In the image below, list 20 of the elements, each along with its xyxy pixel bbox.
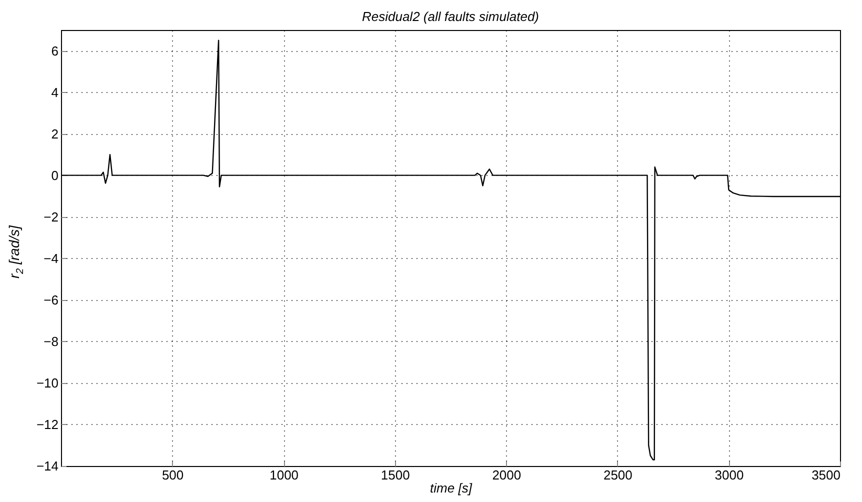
- y-tick-label: −14: [36, 458, 58, 474]
- x-tick-label: 1500: [380, 468, 410, 482]
- y-tick-label: 4: [51, 84, 58, 100]
- x-tick-label: 3500: [812, 468, 840, 482]
- x-tick-label: 2000: [492, 468, 522, 482]
- x-tick-label: 1000: [270, 468, 299, 482]
- y-tick-label: −2: [44, 209, 58, 224]
- y-tick-label: 2: [51, 126, 58, 142]
- x-tick-label: 500: [162, 468, 184, 482]
- y-tick-label: −12: [36, 416, 58, 432]
- y-tick-label: 6: [51, 43, 58, 58]
- chart-title: Residual2 (all faults simulated): [362, 9, 540, 24]
- y-tick-label: −6: [44, 292, 58, 308]
- y-tick-label: −10: [36, 375, 58, 390]
- y-tick-label: 0: [51, 168, 58, 183]
- y-tick-label: −4: [44, 250, 58, 266]
- y-tick-label: −8: [44, 334, 58, 349]
- x-axis-title: time [s]: [430, 480, 472, 496]
- x-tick-label: 2500: [603, 468, 632, 482]
- x-tick-label: 3000: [714, 468, 744, 482]
